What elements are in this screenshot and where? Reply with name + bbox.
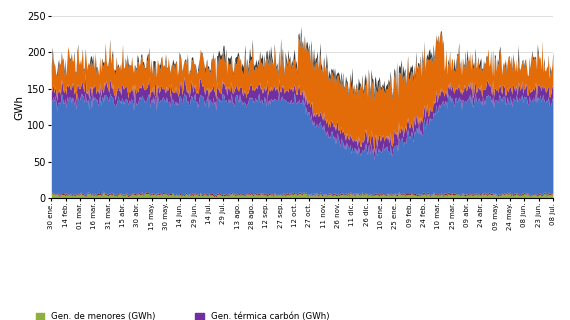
Legend: Gen. de menores (GWh), Gen. de cogeneradores (GWh), Gen. hidráulica (GWh), Gen. : Gen. de menores (GWh), Gen. de cogenerad… — [35, 312, 364, 320]
Y-axis label: GWh: GWh — [14, 95, 25, 120]
